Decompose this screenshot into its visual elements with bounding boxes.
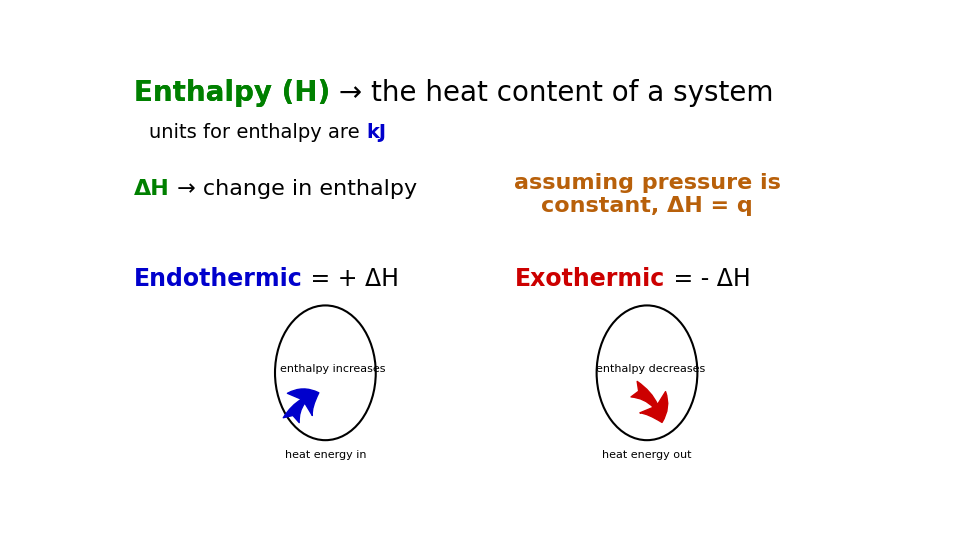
Text: assuming pressure is
constant, ΔH = q: assuming pressure is constant, ΔH = q [514,173,780,216]
Text: = - ΔH: = - ΔH [665,267,751,291]
Text: enthalpy increases: enthalpy increases [280,364,386,374]
Text: → the heat content of a system: → the heat content of a system [330,79,774,107]
Text: heat energy out: heat energy out [602,450,692,460]
Text: Exothermic: Exothermic [516,267,665,291]
Text: Enthalpy (H) → the heat content of a system: Enthalpy (H) → the heat content of a sys… [134,79,752,107]
Text: Endothermic: Endothermic [134,267,302,291]
Text: Enthalpy (H): Enthalpy (H) [134,79,330,107]
Text: = + ΔH: = + ΔH [302,267,398,291]
Text: enthalpy decreases: enthalpy decreases [596,364,706,374]
Text: ΔH: ΔH [134,179,170,199]
Text: heat energy in: heat energy in [284,450,366,460]
Text: kJ: kJ [367,123,386,141]
Text: Enthalpy (H): Enthalpy (H) [134,79,330,107]
Text: → change in enthalpy: → change in enthalpy [170,179,417,199]
Text: units for enthalpy are: units for enthalpy are [150,123,367,141]
